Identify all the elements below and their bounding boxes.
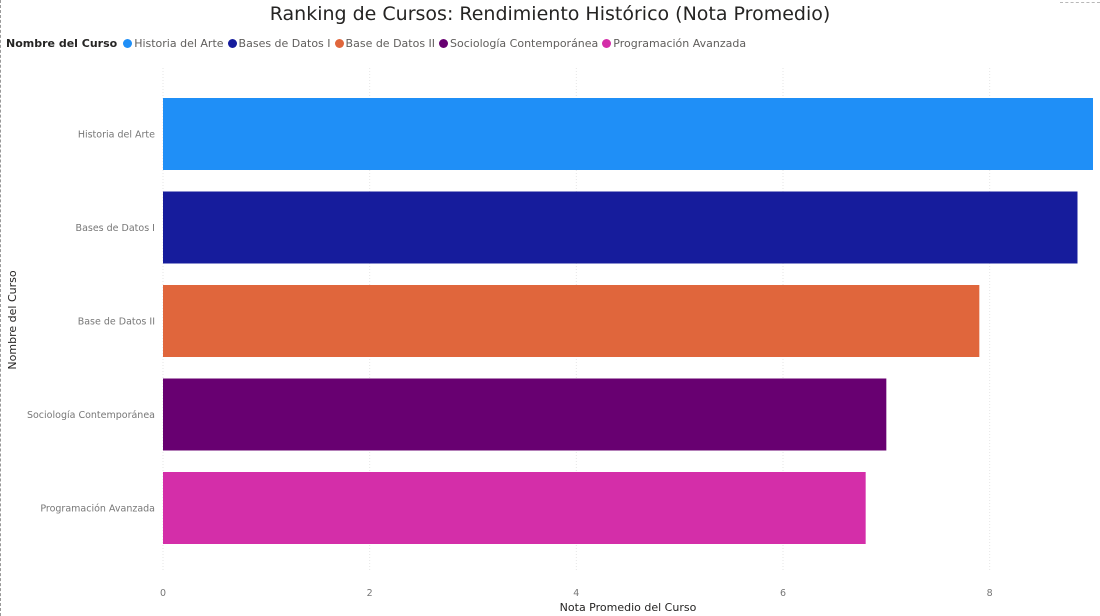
legend-item[interactable]: Bases de Datos I xyxy=(227,36,331,50)
legend-label: Sociología Contemporánea xyxy=(450,36,599,50)
y-tick-label: Bases de Datos I xyxy=(76,223,155,234)
y-tick-label: Base de Datos II xyxy=(78,317,155,328)
bar[interactable] xyxy=(163,98,1093,170)
legend-label: Bases de Datos I xyxy=(238,36,331,50)
legend-color-dot xyxy=(439,38,449,48)
bars xyxy=(163,98,1093,544)
legend-items: Historia del Arte Bases de Datos I Base de… xyxy=(123,37,750,50)
y-tick-label: Historia del Arte xyxy=(78,130,155,141)
y-axis-title: Nombre del Curso xyxy=(6,270,19,369)
legend-color-dot xyxy=(334,38,344,48)
chart-title: Ranking de Cursos: Rendimiento Histórico… xyxy=(269,3,831,25)
legend-item[interactable]: Base de Datos II xyxy=(334,36,436,50)
x-tick-label: 2 xyxy=(367,588,373,599)
legend-label: Base de Datos II xyxy=(345,36,436,50)
legend-item[interactable]: Sociología Contemporánea xyxy=(439,37,598,50)
bar[interactable] xyxy=(163,285,980,357)
legend-title: Nombre del Curso xyxy=(6,36,118,50)
y-tick-label: Sociología Contemporánea xyxy=(27,410,155,421)
frame-top-edge xyxy=(1060,2,1100,3)
legend-color-dot xyxy=(123,38,133,48)
bar[interactable] xyxy=(163,191,1078,264)
x-tick-label: 6 xyxy=(780,588,786,599)
bar[interactable] xyxy=(163,378,887,451)
legend-item[interactable]: Programación Avanzada xyxy=(602,37,746,50)
legend-label: Programación Avanzada xyxy=(613,36,747,50)
chart-legend[interactable]: Nombre del Curso Historia del Arte Bases … xyxy=(6,35,750,51)
x-tick-labels: 0 2 4 6 8 xyxy=(160,588,993,599)
x-tick-label: 0 xyxy=(160,588,166,599)
y-tick-labels: Historia del Arte Bases de Datos I Base de… xyxy=(27,130,155,515)
legend-color-dot xyxy=(602,38,612,48)
legend-item[interactable]: Historia del Arte xyxy=(123,36,224,50)
x-tick-label: 8 xyxy=(987,588,993,599)
y-tick-label: Programación Avanzada xyxy=(40,504,155,515)
x-axis-title: Nota Promedio del Curso xyxy=(560,601,697,614)
legend-label: Historia del Arte xyxy=(134,36,224,50)
legend-color-dot xyxy=(227,38,237,48)
x-tick-label: 4 xyxy=(573,588,579,599)
bar[interactable] xyxy=(163,472,866,544)
